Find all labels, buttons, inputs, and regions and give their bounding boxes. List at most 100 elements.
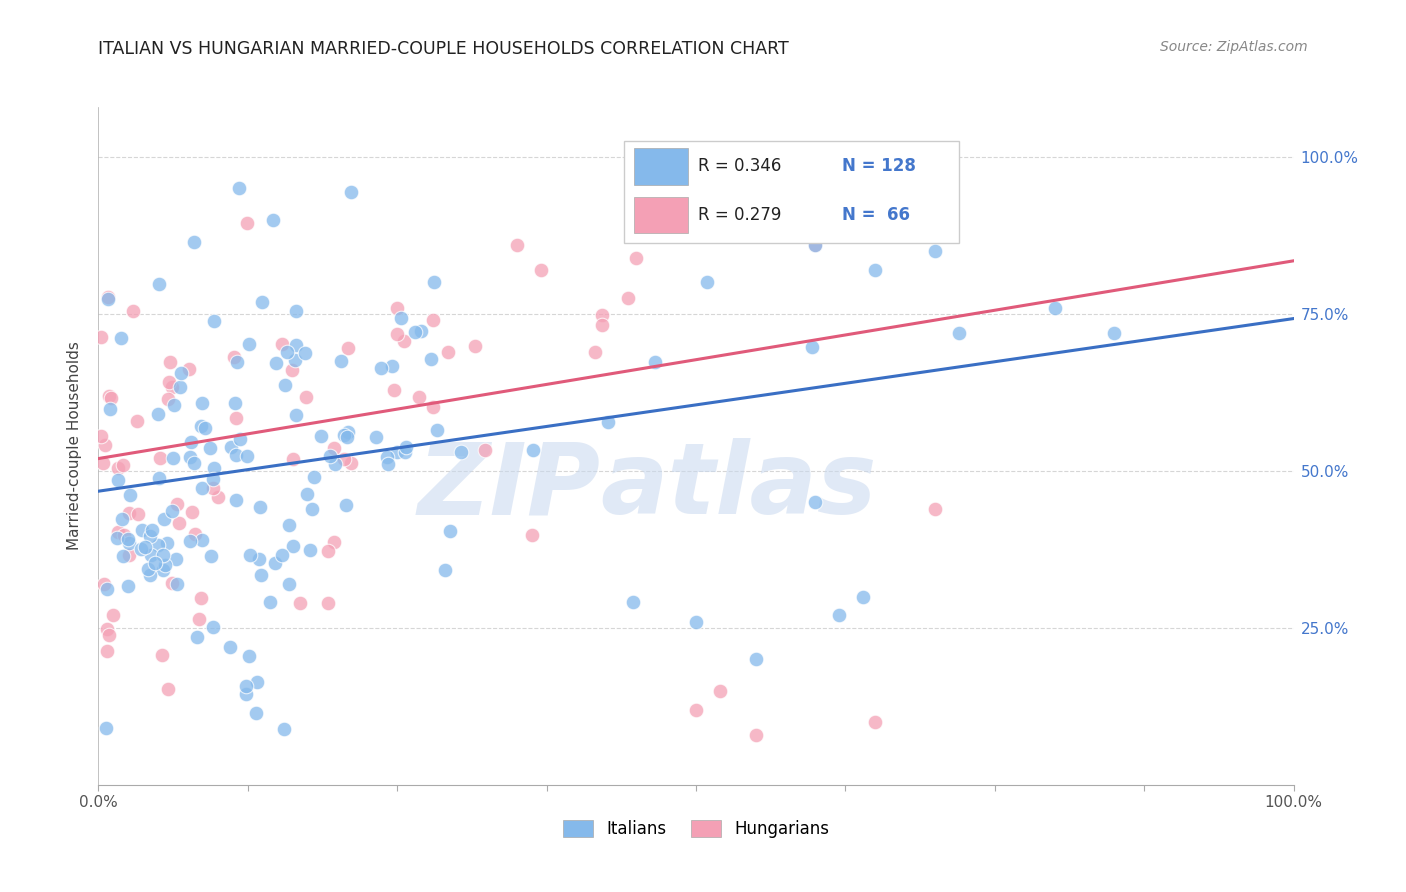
Point [97,293,120,307]
Point [385,301,409,315]
Point [247,552,270,566]
Point [865,263,887,277]
Point [200,549,222,563]
Point [284,304,307,318]
Point [149,450,172,465]
Point [225,411,247,425]
Point [193,421,215,435]
Point [127,414,149,428]
Point [323,457,346,471]
Point [97,628,120,642]
Point [162,450,184,465]
Point [387,327,409,342]
Point [408,390,430,404]
Point [385,444,408,458]
Point [157,682,180,697]
Point [263,556,285,570]
Point [198,442,221,456]
Point [948,326,970,340]
Point [222,351,245,365]
Point [304,470,326,484]
Point [434,563,457,577]
Point [311,429,333,443]
Point [474,442,496,457]
Point [156,536,179,550]
Point [249,568,271,582]
Point [93,576,115,591]
Point [100,391,122,405]
Point [165,551,187,566]
Point [188,612,211,626]
Point [163,398,186,412]
Point [134,540,156,554]
Point [522,528,544,542]
Point [745,728,768,742]
Point [392,334,415,349]
Point [101,607,124,622]
Point [225,448,247,462]
Point [506,238,529,252]
Point [235,679,257,693]
Point [138,568,160,582]
Point [409,324,432,338]
Point [333,427,356,442]
Point [381,359,404,373]
Point [111,549,134,564]
Point [146,538,169,552]
Point [322,441,344,455]
Point [633,187,655,202]
Point [437,344,460,359]
Point [828,608,851,623]
Point [139,548,162,562]
Point [583,344,606,359]
Point [924,501,946,516]
Point [709,683,731,698]
Point [169,366,191,380]
Point [191,481,214,495]
Point [167,516,190,530]
Point [278,518,301,533]
Point [245,706,267,720]
Point [273,722,295,736]
Point [621,595,644,609]
Point [259,595,281,609]
Point [270,336,292,351]
Point [294,346,316,360]
Point [423,275,446,289]
Point [375,450,398,465]
Point [94,721,117,735]
Point [644,355,666,369]
Point [145,556,167,570]
Point [245,674,267,689]
Point [91,456,114,470]
Point [439,524,461,538]
Point [117,579,139,593]
Point [298,543,321,558]
Point [107,474,129,488]
Point [1104,326,1126,340]
Point [107,461,129,475]
Point [105,531,128,545]
Point [207,490,229,504]
Point [152,549,174,563]
Point [319,450,342,464]
Point [153,512,176,526]
Point [235,687,257,701]
Point [316,596,339,610]
Point [204,314,226,328]
Legend: Italians, Hungarians: Italians, Hungarians [555,813,837,845]
Point [422,401,444,415]
Point [179,362,201,376]
Point [152,563,174,577]
Point [226,355,249,369]
Point [281,452,304,467]
Point [339,185,361,199]
Point [162,379,184,393]
Point [591,318,613,332]
Point [337,425,360,439]
Point [157,392,180,407]
Point [924,244,946,259]
Point [127,508,149,522]
Point [804,238,827,252]
Point [426,424,449,438]
